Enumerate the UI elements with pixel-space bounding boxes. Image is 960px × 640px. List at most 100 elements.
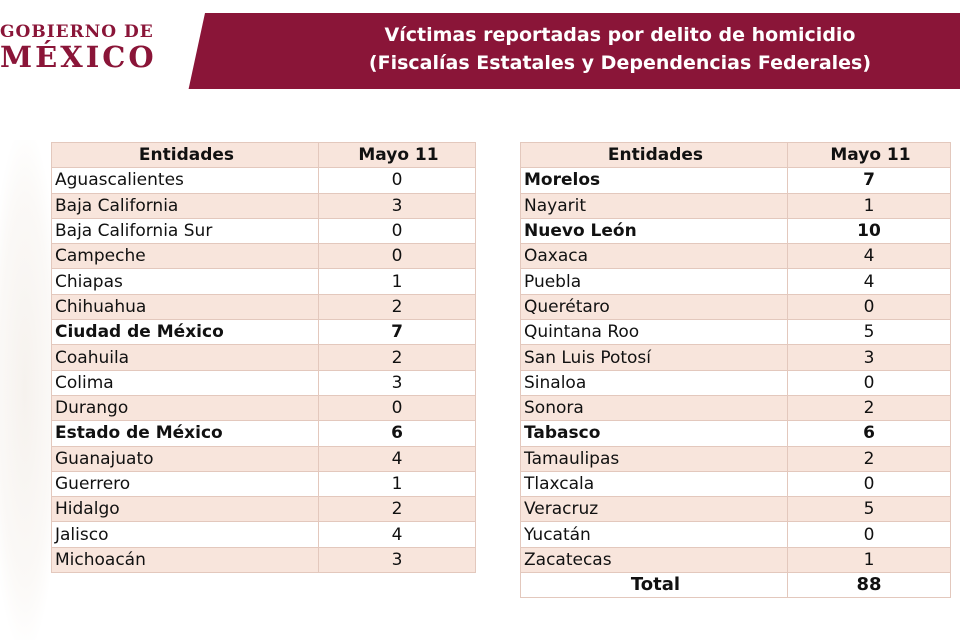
table-row: Guanajuato 4: [51, 445, 476, 472]
entity-name: Zacatecas: [520, 546, 788, 574]
table-body-left: Aguascalientes 0 Baja California 3 Baja Cali…: [51, 167, 476, 574]
victim-count: 2: [318, 293, 476, 321]
entity-name: Nayarit: [520, 192, 788, 219]
table-row: San Luis Potosí 3: [520, 344, 951, 371]
table-row: Aguascalientes 0: [51, 167, 476, 194]
entity-name: Chiapas: [51, 268, 319, 295]
entity-name: Sinaloa: [520, 369, 788, 396]
entity-name: Aguascalientes: [51, 167, 319, 194]
entity-name: Guanajuato: [51, 445, 319, 472]
entity-name: Tabasco: [520, 420, 788, 447]
homicide-table-right: Entidades Mayo 11 Morelos 7 Nayarit 1 Nuevo …: [520, 141, 951, 599]
table-row: Tabasco 6: [520, 420, 951, 447]
table-body-right: Morelos 7 Nayarit 1 Nuevo León 10 Oaxaca 4 Puebl…: [520, 167, 951, 574]
table-row: Puebla 4: [520, 268, 951, 295]
page-title: Víctimas reportadas por delito de homici…: [310, 21, 930, 77]
victim-count: 7: [787, 167, 951, 194]
victim-count: 0: [787, 470, 951, 498]
table-row: Tamaulipas 2: [520, 445, 951, 472]
victim-count: 0: [787, 293, 951, 321]
victim-count: 3: [787, 344, 951, 371]
title-line-2: (Fiscalías Estatales y Dependencias Fede…: [368, 52, 872, 74]
column-header-date: Mayo 11: [318, 141, 476, 169]
table-row: Campeche 0: [51, 243, 476, 270]
table-row: Sinaloa 0: [520, 369, 951, 396]
table-row: Michoacán 3: [51, 546, 476, 574]
victim-count: 3: [318, 369, 476, 396]
entity-name: Michoacán: [51, 546, 319, 574]
table-row: Querétaro 0: [520, 293, 951, 321]
table-row: Zacatecas 1: [520, 546, 951, 574]
entity-name: Hidalgo: [51, 496, 319, 523]
logo-text-top: GOBIERNO DE: [0, 22, 154, 42]
entity-name: Sonora: [520, 394, 788, 422]
entity-name: Nuevo León: [520, 217, 788, 245]
entity-name: Baja California: [51, 192, 319, 219]
entity-name: Yucatán: [520, 521, 788, 548]
victim-count: 3: [318, 192, 476, 219]
victim-count: 0: [787, 521, 951, 548]
table-header-row: Entidades Mayo 11: [51, 141, 476, 169]
table-row: Yucatán 0: [520, 521, 951, 548]
victim-count: 4: [318, 521, 476, 548]
column-header-date: Mayo 11: [787, 141, 951, 169]
entity-name: Estado de México: [51, 420, 319, 447]
table-row: Quintana Roo 5: [520, 319, 951, 346]
entity-name: Campeche: [51, 243, 319, 270]
victim-count: 0: [318, 217, 476, 245]
entity-name: Morelos: [520, 167, 788, 194]
table-header-row: Entidades Mayo 11: [520, 141, 951, 169]
table-row: Ciudad de México 7: [51, 319, 476, 346]
total-value: 88: [787, 572, 951, 599]
victim-count: 1: [787, 546, 951, 574]
entity-name: Chihuahua: [51, 293, 319, 321]
government-logo: GOBIERNO DE MÉXICO: [0, 13, 205, 89]
entity-name: Oaxaca: [520, 243, 788, 270]
entity-name: Colima: [51, 369, 319, 396]
victim-count: 4: [787, 243, 951, 270]
table-row: Estado de México 6: [51, 420, 476, 447]
table-row: Colima 3: [51, 369, 476, 396]
table-row: Morelos 7: [520, 167, 951, 194]
victim-count: 6: [318, 420, 476, 447]
entity-name: Jalisco: [51, 521, 319, 548]
entity-name: Puebla: [520, 268, 788, 295]
table-row: Guerrero 1: [51, 470, 476, 498]
entity-name: Durango: [51, 394, 319, 422]
victim-count: 0: [318, 394, 476, 422]
column-header-entity: Entidades: [51, 141, 319, 169]
table-row: Tlaxcala 0: [520, 470, 951, 498]
column-header-entity: Entidades: [520, 141, 788, 169]
table-row: Jalisco 4: [51, 521, 476, 548]
entity-name: Guerrero: [51, 470, 319, 498]
table-row: Chiapas 1: [51, 268, 476, 295]
victim-count: 2: [318, 344, 476, 371]
table-row: Nayarit 1: [520, 192, 951, 219]
total-label: Total: [520, 572, 788, 599]
entity-name: Coahuila: [51, 344, 319, 371]
victim-count: 0: [318, 167, 476, 194]
table-row: Oaxaca 4: [520, 243, 951, 270]
total-row: Total 88: [520, 572, 951, 599]
watermark-decoration: [0, 140, 60, 640]
victim-count: 2: [318, 496, 476, 523]
table-row: Durango 0: [51, 394, 476, 422]
victim-count: 5: [787, 496, 951, 523]
entity-name: Ciudad de México: [51, 319, 319, 346]
victim-count: 4: [318, 445, 476, 472]
title-line-1: Víctimas reportadas por delito de homici…: [384, 24, 856, 46]
logo-text-bottom: MÉXICO: [0, 40, 157, 74]
entity-name: Querétaro: [520, 293, 788, 321]
table-row: Sonora 2: [520, 394, 951, 422]
victim-count: 7: [318, 319, 476, 346]
victim-count: 4: [787, 268, 951, 295]
table-row: Nuevo León 10: [520, 217, 951, 245]
table-row: Coahuila 2: [51, 344, 476, 371]
victim-count: 5: [787, 319, 951, 346]
entity-name: Tlaxcala: [520, 470, 788, 498]
entity-name: Tamaulipas: [520, 445, 788, 472]
table-row: Baja California 3: [51, 192, 476, 219]
victim-count: 0: [318, 243, 476, 270]
victim-count: 1: [787, 192, 951, 219]
victim-count: 3: [318, 546, 476, 574]
